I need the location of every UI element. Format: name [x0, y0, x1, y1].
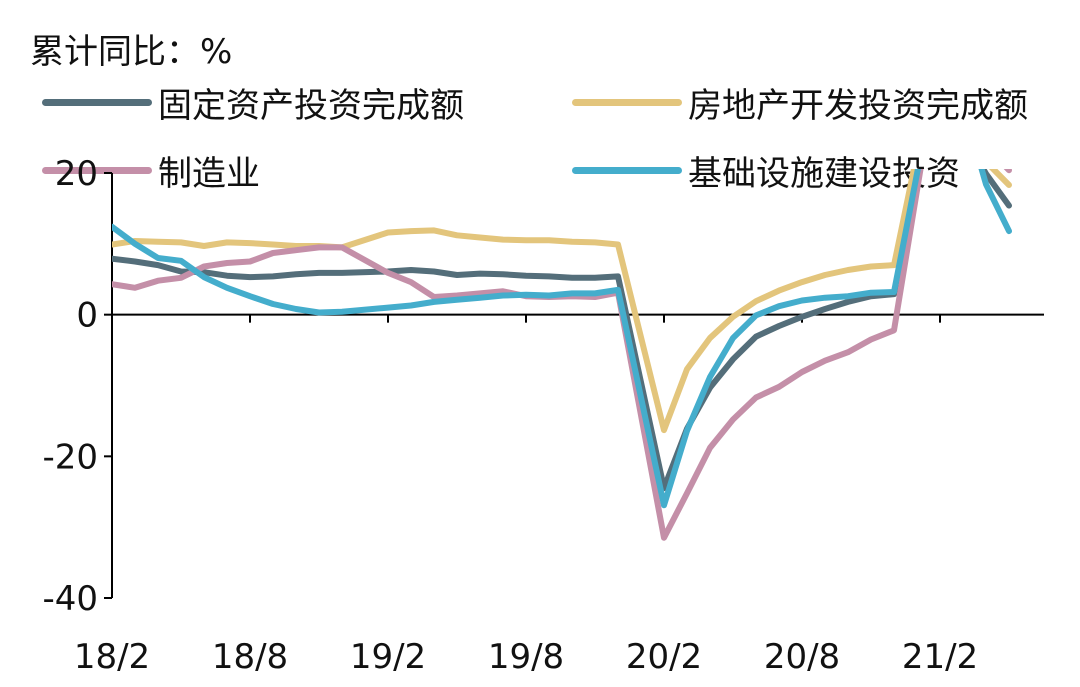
legend-label-fixed-asset: 固定资产投资完成额 [158, 86, 464, 126]
x-tick-label: 19/2 [350, 637, 426, 677]
series-line-1 [112, 169, 1012, 434]
legend-item-real-estate: 房地产开发投资完成额 [572, 78, 1028, 127]
unit-label: 累计同比：% [30, 32, 233, 72]
y-tick-label: -40 [42, 579, 98, 619]
x-tick-label: 19/8 [488, 637, 564, 677]
x-tick-label: 18/2 [74, 637, 150, 677]
y-tick-label: -20 [42, 437, 98, 477]
legend-swatch-fixed-asset [42, 99, 152, 106]
y-tick-label: 0 [76, 296, 98, 336]
series-line-0 [112, 169, 1012, 492]
legend-label-real-estate: 房地产开发投资完成额 [688, 86, 1028, 126]
x-tick-label: 21/2 [902, 637, 978, 677]
x-tick-label: 20/8 [764, 637, 840, 677]
legend-swatch-real-estate [572, 99, 682, 106]
legend-label-manufacturing: 制造业 [158, 154, 260, 194]
legend-item-fixed-asset: 固定资产投资完成额 [42, 78, 464, 127]
legend-swatch-infrastructure [572, 167, 682, 174]
legend-item-manufacturing: 制造业 [42, 146, 260, 195]
series-line-3 [112, 169, 1012, 509]
y-tick-label: 20 [55, 154, 98, 194]
x-tick-label: 20/2 [626, 637, 702, 677]
x-tick-label: 18/8 [212, 637, 288, 677]
legend-swatch-manufacturing [42, 167, 152, 174]
